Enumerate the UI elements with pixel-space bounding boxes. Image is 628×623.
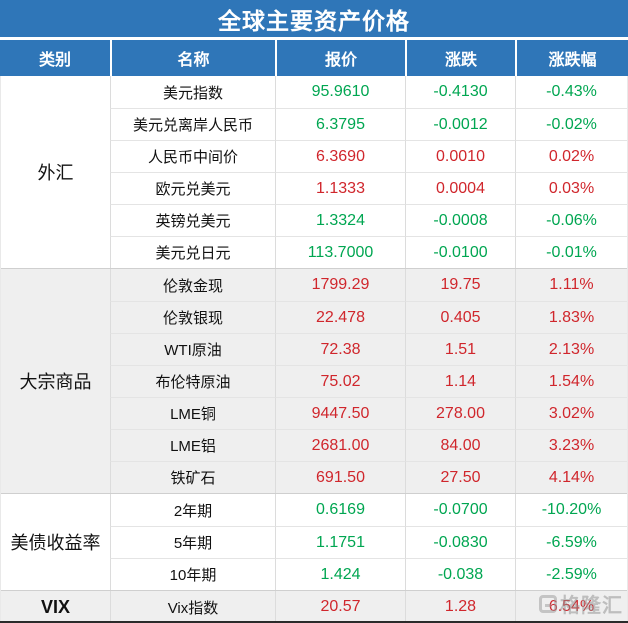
name-cell: 美元兑离岸人民币 bbox=[110, 108, 275, 140]
change-cell: 0.0004 bbox=[405, 172, 515, 204]
price-cell: 1.1333 bbox=[275, 172, 405, 204]
name-cell: 5年期 bbox=[110, 526, 275, 558]
changepct-cell: -0.43% bbox=[515, 76, 627, 108]
change-cell: -0.0100 bbox=[405, 236, 515, 268]
change-cell: 1.51 bbox=[405, 333, 515, 365]
column-header-category: 类别 bbox=[38, 52, 71, 69]
change-cell: -0.0012 bbox=[405, 108, 515, 140]
changepct-cell: -0.02% bbox=[515, 108, 627, 140]
name-cell: Vix指数 bbox=[110, 591, 275, 621]
changepct-cell: 6.54% bbox=[515, 591, 627, 621]
changepct-cell: 0.02% bbox=[515, 140, 627, 172]
name-cell: 伦敦金现 bbox=[110, 269, 275, 301]
price-cell: 95.9610 bbox=[275, 76, 405, 108]
column-header-price: 报价 bbox=[275, 40, 405, 76]
price-cell: 75.02 bbox=[275, 365, 405, 397]
changepct-cell: -6.59% bbox=[515, 526, 627, 558]
name-cell: LME铜 bbox=[110, 397, 275, 429]
changepct-cell: 1.54% bbox=[515, 365, 627, 397]
category-cell: 大宗商品 bbox=[19, 372, 92, 392]
change-cell: 19.75 bbox=[405, 269, 515, 301]
changepct-cell: -0.01% bbox=[515, 236, 627, 268]
category-cell: 外汇 bbox=[37, 163, 74, 183]
price-cell: 113.7000 bbox=[275, 236, 405, 268]
change-cell: 84.00 bbox=[405, 429, 515, 461]
changepct-cell: 3.02% bbox=[515, 397, 627, 429]
name-cell: 10年期 bbox=[110, 558, 275, 590]
price-cell: 2681.00 bbox=[275, 429, 405, 461]
name-cell: 英镑兑美元 bbox=[110, 204, 275, 236]
change-cell: -0.0008 bbox=[405, 204, 515, 236]
name-cell: WTI原油 bbox=[110, 333, 275, 365]
price-cell: 72.38 bbox=[275, 333, 405, 365]
price-cell: 9447.50 bbox=[275, 397, 405, 429]
price-cell: 1799.29 bbox=[275, 269, 405, 301]
column-header-changepct: 涨跌幅 bbox=[515, 40, 628, 76]
change-cell: -0.0830 bbox=[405, 526, 515, 558]
changepct-cell: 2.13% bbox=[515, 333, 627, 365]
change-cell: -0.4130 bbox=[405, 76, 515, 108]
table-header: 类别 名称 报价 涨跌 涨跌幅 bbox=[0, 40, 628, 76]
column-header-change: 涨跌 bbox=[405, 40, 515, 76]
price-cell: 6.3795 bbox=[275, 108, 405, 140]
name-cell: 布伦特原油 bbox=[110, 365, 275, 397]
changepct-cell: -10.20% bbox=[515, 494, 627, 526]
price-cell: 20.57 bbox=[275, 591, 405, 621]
price-cell: 6.3690 bbox=[275, 140, 405, 172]
changepct-cell: 3.23% bbox=[515, 429, 627, 461]
change-cell: -0.038 bbox=[405, 558, 515, 590]
changepct-cell: 4.14% bbox=[515, 461, 627, 493]
price-cell: 0.6169 bbox=[275, 494, 405, 526]
change-cell: 0.0010 bbox=[405, 140, 515, 172]
name-cell: 美元兑日元 bbox=[110, 236, 275, 268]
name-cell: 2年期 bbox=[110, 494, 275, 526]
changepct-cell: 1.11% bbox=[515, 269, 627, 301]
price-cell: 1.1751 bbox=[275, 526, 405, 558]
name-cell: 伦敦银现 bbox=[110, 301, 275, 333]
category-cell: 美债收益率 bbox=[10, 533, 101, 553]
change-cell: 1.14 bbox=[405, 365, 515, 397]
name-cell: 美元指数 bbox=[110, 76, 275, 108]
asset-section: 美债收益率 2年期 0.6169 -0.0700 -10.20% 5年期 1.1751 -0.… bbox=[1, 493, 627, 590]
changepct-cell: -0.06% bbox=[515, 204, 627, 236]
changepct-cell: 1.83% bbox=[515, 301, 627, 333]
price-cell: 1.424 bbox=[275, 558, 405, 590]
price-cell: 691.50 bbox=[275, 461, 405, 493]
asset-section: 大宗商品 伦敦金现 1799.29 19.75 1.11% 伦敦银现 22.478 0.405… bbox=[1, 268, 627, 493]
change-cell: 1.28 bbox=[405, 591, 515, 621]
changepct-cell: 0.03% bbox=[515, 172, 627, 204]
asset-section: VIX Vix指数 20.57 1.28 6.54% bbox=[1, 590, 627, 621]
name-cell: 铁矿石 bbox=[110, 461, 275, 493]
name-cell: LME铝 bbox=[110, 429, 275, 461]
change-cell: 27.50 bbox=[405, 461, 515, 493]
change-cell: 278.00 bbox=[405, 397, 515, 429]
asset-section: 外汇 美元指数 95.9610 -0.4130 -0.43% 美元兑离岸人民币 6.3795… bbox=[1, 76, 627, 268]
name-cell: 欧元兑美元 bbox=[110, 172, 275, 204]
changepct-cell: -2.59% bbox=[515, 558, 627, 590]
table-body: 外汇 美元指数 95.9610 -0.4130 -0.43% 美元兑离岸人民币 6.3795… bbox=[0, 76, 628, 621]
change-cell: -0.0700 bbox=[405, 494, 515, 526]
price-cell: 22.478 bbox=[275, 301, 405, 333]
change-cell: 0.405 bbox=[405, 301, 515, 333]
name-cell: 人民币中间价 bbox=[110, 140, 275, 172]
column-header-name: 名称 bbox=[110, 40, 275, 76]
page-title: 全球主要资产价格 bbox=[0, 0, 628, 37]
price-cell: 1.3324 bbox=[275, 204, 405, 236]
category-cell: VIX bbox=[40, 596, 70, 617]
